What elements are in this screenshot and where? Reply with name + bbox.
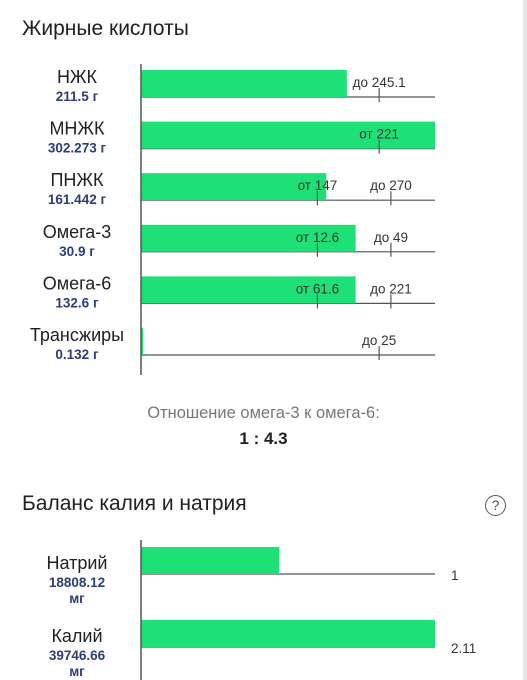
row-name-омега-3: Омега-3 bbox=[43, 222, 112, 242]
bar-нжк bbox=[141, 70, 347, 97]
bar-омега-3 bbox=[141, 224, 356, 252]
row-name-мнжк: МНЖК bbox=[49, 119, 105, 139]
row-name-пнжк: ПНЖК bbox=[50, 170, 104, 190]
row-name-натрий: Натрий bbox=[47, 553, 108, 573]
row-value-пнжк: 161.442 г bbox=[48, 192, 107, 207]
marker-label-омега-3-1: до 49 bbox=[374, 230, 408, 245]
marker-label-трансжиры-0: до 25 bbox=[362, 333, 396, 348]
row-name-калий: Калий bbox=[51, 626, 102, 646]
marker-label-мнжк-0: от 221 bbox=[359, 127, 399, 142]
bar-натрий bbox=[141, 547, 280, 574]
marker-label-омега-3-0: от 12.6 bbox=[296, 230, 339, 245]
row-value-калий: 39746.66 bbox=[49, 648, 106, 663]
row-value-омега-3: 30.9 г bbox=[59, 244, 95, 259]
ratio-mark-калий: 2.11 bbox=[451, 641, 476, 656]
omega-ratio-label: Отношение омега-3 к омега-6: bbox=[147, 404, 380, 422]
ratio-mark-натрий: 1 bbox=[451, 568, 459, 583]
row-value-натрий: 18808.12 bbox=[49, 575, 105, 590]
balance-title: Баланс калия и натрия bbox=[22, 492, 247, 515]
bar-мнжк bbox=[141, 121, 435, 149]
row-value-трансжиры: 0.132 г bbox=[55, 347, 99, 362]
marker-label-омега-6-1: до 221 bbox=[370, 281, 412, 296]
fatty-acids-title: Жирные кислоты bbox=[22, 17, 189, 40]
row-value-мнжк: 302.273 г bbox=[48, 141, 107, 156]
fatty-acids-chart: до 245.1 НЖК 211.5 г от 221 МНЖК 302.273 г от … bbox=[30, 64, 435, 375]
omega-ratio-value: 1 : 4.3 bbox=[239, 429, 288, 448]
marker-label-омега-6-0: от 61.6 bbox=[296, 281, 339, 296]
row-value-омега-6: 132.6 г bbox=[55, 295, 99, 310]
row-unit-натрий: мг bbox=[69, 591, 85, 606]
row-value-нжк: 211.5 г bbox=[56, 89, 99, 104]
marker-label-пнжк-1: до 270 bbox=[370, 178, 412, 193]
bar-пнжк bbox=[141, 173, 327, 201]
row-name-трансжиры: Трансжиры bbox=[30, 325, 124, 345]
row-unit-калий: мг bbox=[69, 664, 85, 679]
row-name-нжк: НЖК bbox=[57, 67, 98, 87]
bar-омега-6 bbox=[141, 276, 356, 304]
row-name-омега-6: Омега-6 bbox=[43, 273, 112, 293]
question-icon[interactable]: ? bbox=[485, 495, 506, 516]
marker-label-нжк-0: до 245.1 bbox=[353, 75, 406, 90]
scroll-edge bbox=[523, 0, 527, 680]
bar-трансжиры bbox=[141, 328, 143, 355]
marker-label-пнжк-0: от 147 bbox=[298, 178, 338, 193]
bar-калий bbox=[141, 620, 435, 647]
